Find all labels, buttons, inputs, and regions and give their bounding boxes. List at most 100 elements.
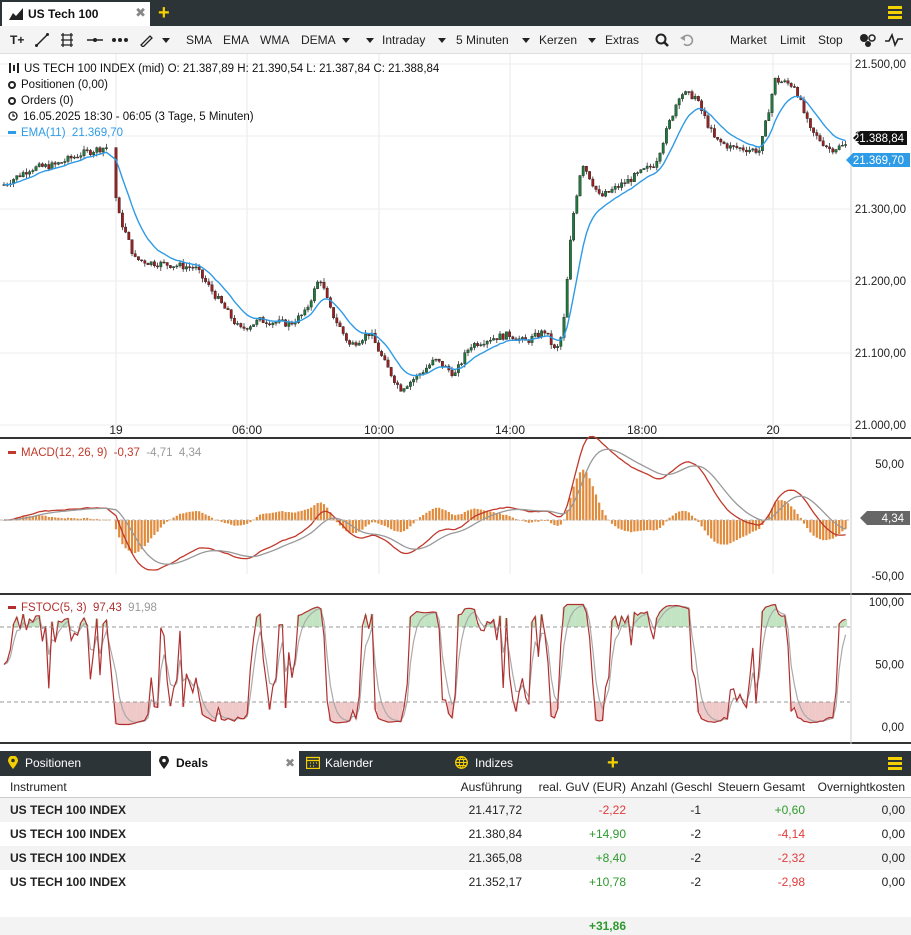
macd-hist-bar	[636, 520, 639, 532]
candle-body	[297, 315, 300, 323]
macd-legend[interactable]: MACD(12, 26, 9) -0,37 -4,71 4,34	[8, 447, 201, 459]
macd-hist-bar	[706, 520, 710, 536]
header-taxes[interactable]: Steuern Gesamt	[717, 780, 805, 794]
candle-body	[188, 266, 191, 268]
hamburger-icon[interactable]	[888, 6, 902, 21]
header-count[interactable]: Anzahl (Geschl	[630, 780, 712, 794]
hamburger-icon[interactable]	[888, 757, 902, 772]
header-instrument[interactable]: Instrument	[10, 780, 67, 794]
toolbar-ema[interactable]: EMA	[223, 33, 250, 47]
orders-readout[interactable]: Orders (0)	[8, 95, 73, 107]
toolbar-intraday[interactable]: Intraday	[382, 33, 426, 47]
limit-button[interactable]: Limit	[780, 33, 806, 47]
table-row[interactable]: US TECH 100 INDEX 21.417,72 -2,22 -1 +0,60 0,…	[0, 798, 911, 822]
stoch-overbought-fill	[37, 615, 41, 627]
macd-hist-bar	[188, 511, 191, 521]
horizontal-line-icon[interactable]	[87, 33, 103, 47]
market-button[interactable]: Market	[730, 33, 767, 47]
extras-dropdown[interactable]	[588, 26, 596, 54]
candle-body	[508, 331, 511, 337]
period-dropdown[interactable]	[438, 26, 446, 54]
indicator-icon[interactable]	[859, 33, 877, 47]
style-dropdown[interactable]	[522, 26, 530, 54]
candle-body	[159, 261, 163, 268]
stop-button[interactable]: Stop	[818, 33, 843, 47]
dotted-line-icon[interactable]	[112, 33, 128, 47]
candle-body	[57, 162, 60, 165]
tool-dropdown[interactable]	[162, 26, 170, 54]
macd-hist-bar	[518, 519, 521, 521]
interval-dropdown[interactable]	[366, 26, 374, 54]
candle-body	[581, 166, 585, 176]
zoom-icon[interactable]	[655, 33, 669, 47]
macd-hist-bar	[86, 517, 89, 521]
toolbar-extras[interactable]: Extras	[605, 33, 640, 47]
chart-canvas[interactable]: 21.500,0021.400,0021.300,0021.200,0021.1…	[0, 54, 911, 744]
macd-hist-bar	[473, 508, 476, 521]
toolbar-dema[interactable]: DEMA	[301, 33, 336, 47]
chart-area[interactable]: 21.500,0021.400,0021.300,0021.200,0021.1…	[0, 54, 911, 744]
stoch-overbought-fill	[424, 612, 428, 627]
stoch-overbought-fill	[463, 608, 467, 627]
candle-body	[101, 147, 105, 153]
dema-dropdown[interactable]	[342, 26, 350, 54]
macd-hist-bar	[207, 515, 210, 521]
table-row[interactable]: US TECH 100 INDEX 21.380,84 +14,90 -2 -4,14 0…	[0, 822, 911, 846]
macd-hist-bar	[690, 515, 694, 521]
undo-icon[interactable]	[680, 33, 694, 47]
tab-kalender[interactable]: Kalender	[305, 751, 373, 776]
candle-body	[325, 287, 329, 298]
candle-body	[98, 147, 102, 153]
candle-body	[402, 388, 406, 392]
stoch-oversold-fill	[380, 702, 384, 720]
toolbar-wma[interactable]: WMA	[260, 33, 290, 47]
header-execution[interactable]: Ausführung	[460, 780, 522, 794]
table-row[interactable]: US TECH 100 INDEX 21.352,17 +10,78 -2 -2,98 0…	[0, 870, 911, 894]
pen-icon[interactable]	[139, 33, 153, 47]
macd-hist-bar	[399, 520, 402, 533]
macd-hist-bar	[751, 520, 754, 532]
macd-hist-bar	[463, 511, 466, 521]
tab-indizes[interactable]: Indizes	[455, 751, 513, 776]
toolbar-candles[interactable]: Kerzen	[539, 33, 578, 47]
fibonacci-icon[interactable]	[60, 33, 74, 47]
positions-readout[interactable]: Positionen (0,00)	[8, 79, 108, 91]
candle-body	[818, 135, 822, 142]
macd-hist-bar	[719, 520, 722, 545]
plus-icon[interactable]: +	[158, 2, 170, 24]
macd-hist-bar	[822, 520, 825, 541]
candle-body	[130, 239, 134, 254]
stoch-overbought-fill	[655, 617, 659, 627]
candle-body	[684, 91, 688, 95]
macd-hist-bar	[348, 520, 351, 534]
stoch-overbought-fill	[412, 614, 416, 627]
tab-us-tech-100[interactable]: US Tech 100 ✖	[2, 2, 150, 26]
cell-taxes: -2,98	[777, 875, 805, 889]
table-row[interactable]: US TECH 100 INDEX 21.365,08 +8,40 -2 -2,32 0,…	[0, 846, 911, 870]
candle-body	[559, 337, 563, 347]
stoch-legend[interactable]: FSTOC(5, 3) 97,43 91,98	[8, 602, 157, 614]
plus-icon[interactable]: +	[607, 752, 619, 774]
toolbar-period[interactable]: 5 Minuten	[456, 33, 509, 47]
macd-hist-bar	[210, 517, 214, 521]
macd-hist-bar	[687, 512, 690, 521]
header-overnight[interactable]: Overnightkosten	[817, 780, 905, 794]
stoch-oversold-fill	[386, 702, 390, 723]
line-tool-icon[interactable]	[35, 33, 49, 47]
macd-hist-bar	[54, 517, 57, 521]
toolbar-sma[interactable]: SMA	[186, 33, 213, 47]
macd-hist-bar	[598, 502, 601, 521]
tab-deals[interactable]: Deals ✖	[151, 751, 299, 776]
close-icon[interactable]: ✖	[284, 756, 295, 770]
candle-body	[809, 118, 812, 128]
candle-body	[15, 175, 19, 180]
pulse-icon[interactable]	[885, 33, 903, 47]
candle-body	[197, 266, 201, 271]
stoch-oversold-fill	[200, 702, 204, 715]
text-tool-icon[interactable]: T+	[10, 33, 25, 47]
header-pnl[interactable]: real. GuV (EUR)	[538, 780, 626, 794]
tab-positionen[interactable]: Positionen	[8, 751, 81, 776]
close-icon[interactable]: ✖	[135, 5, 146, 20]
ema-legend[interactable]: EMA(11) 21.369,70	[8, 127, 123, 139]
macd-axis: 50,00 -50,00	[0, 459, 904, 583]
